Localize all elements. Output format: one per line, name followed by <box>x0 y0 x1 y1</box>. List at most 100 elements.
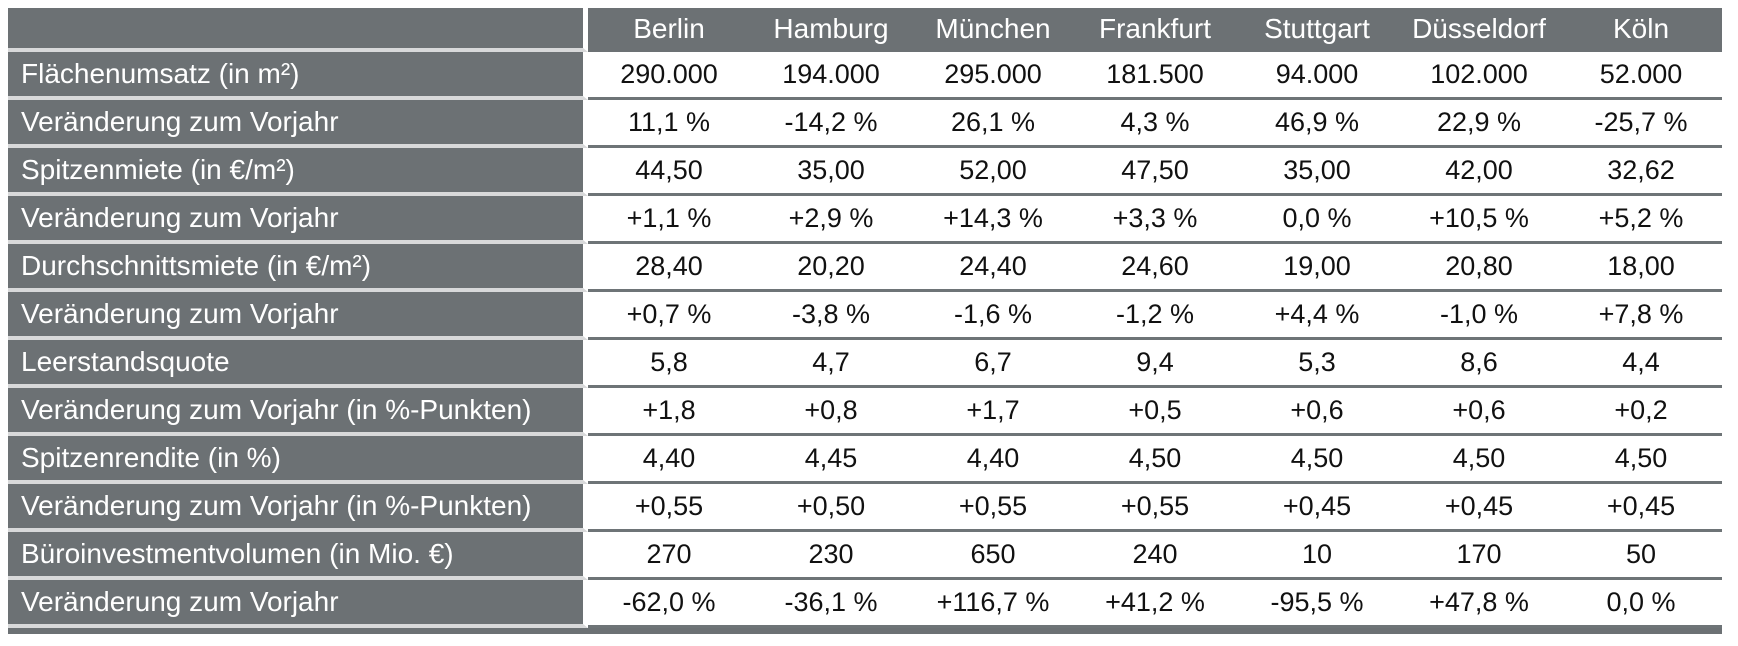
table-cell: 10 <box>1236 532 1398 580</box>
table-cell: +2,9 % <box>750 196 912 244</box>
table-cell: 42,00 <box>1398 148 1560 196</box>
row-label: Spitzenmiete (in €/m²) <box>8 148 588 196</box>
table-row: Veränderung zum Vorjahr -62,0 % -36,1 % +11… <box>8 580 1722 628</box>
table-cell: +10,5 % <box>1398 196 1560 244</box>
table-cell: 24,40 <box>912 244 1074 292</box>
table-cell: +0,7 % <box>588 292 750 340</box>
table-cell: -36,1 % <box>750 580 912 628</box>
table-cell: +0,55 <box>1074 484 1236 532</box>
table-cell: 4,50 <box>1074 436 1236 484</box>
column-header-k-ln: Köln <box>1560 8 1722 52</box>
table-cell: +5,2 % <box>1560 196 1722 244</box>
table-cell: 4,40 <box>588 436 750 484</box>
row-label: Veränderung zum Vorjahr <box>8 100 588 148</box>
table-cell: 181.500 <box>1074 52 1236 100</box>
table-cell: +0,8 <box>750 388 912 436</box>
table-header-row: Berlin Hamburg München Frankfurt Stuttgart Dü… <box>8 8 1722 52</box>
row-label: Durchschnittsmiete (in €/m²) <box>8 244 588 292</box>
table-bottom-border <box>8 628 1722 634</box>
column-header-hamburg: Hamburg <box>750 8 912 52</box>
table-cell: +0,55 <box>588 484 750 532</box>
table-cell: 4,50 <box>1560 436 1722 484</box>
row-label: Büroinvestmentvolumen (in Mio. €) <box>8 532 588 580</box>
table-row: Flächenumsatz (in m²) 290.000 194.000 295.0… <box>8 52 1722 100</box>
table-cell: -1,0 % <box>1398 292 1560 340</box>
column-header-m-nchen: München <box>912 8 1074 52</box>
table-cell: 8,6 <box>1398 340 1560 388</box>
table-row: Veränderung zum Vorjahr 11,1 % -14,2 % 26,1… <box>8 100 1722 148</box>
row-label: Flächenumsatz (in m²) <box>8 52 588 100</box>
table-cell: 4,3 % <box>1074 100 1236 148</box>
table-cell: -25,7 % <box>1560 100 1722 148</box>
table-cell: 4,50 <box>1398 436 1560 484</box>
table-cell: -1,2 % <box>1074 292 1236 340</box>
corner-cell <box>8 8 588 52</box>
table-cell: 46,9 % <box>1236 100 1398 148</box>
table-cell: +0,6 <box>1236 388 1398 436</box>
table-cell: +0,6 <box>1398 388 1560 436</box>
row-label: Veränderung zum Vorjahr <box>8 580 588 628</box>
table-cell: 4,7 <box>750 340 912 388</box>
table-cell: +0,2 <box>1560 388 1722 436</box>
table-cell: +7,8 % <box>1560 292 1722 340</box>
table-cell: 94.000 <box>1236 52 1398 100</box>
table-row: Veränderung zum Vorjahr (in %-Punkten) +1… <box>8 388 1722 436</box>
table-cell: +14,3 % <box>912 196 1074 244</box>
table-cell: 32,62 <box>1560 148 1722 196</box>
table-cell: 295.000 <box>912 52 1074 100</box>
table-cell: +4,4 % <box>1236 292 1398 340</box>
table-cell: 4,50 <box>1236 436 1398 484</box>
table-cell: +0,50 <box>750 484 912 532</box>
table-cell: 170 <box>1398 532 1560 580</box>
table-cell: 0,0 % <box>1236 196 1398 244</box>
table-cell: 230 <box>750 532 912 580</box>
table-cell: -14,2 % <box>750 100 912 148</box>
table-cell: 47,50 <box>1074 148 1236 196</box>
table-cell: 52.000 <box>1560 52 1722 100</box>
table-cell: 35,00 <box>1236 148 1398 196</box>
table-row: Spitzenrendite (in %) 4,40 4,45 4,40 4,50 4,5… <box>8 436 1722 484</box>
table-cell: +47,8 % <box>1398 580 1560 628</box>
row-label: Veränderung zum Vorjahr (in %-Punkten) <box>8 484 588 532</box>
table-cell: -3,8 % <box>750 292 912 340</box>
table-cell: +0,45 <box>1236 484 1398 532</box>
table-cell: 19,00 <box>1236 244 1398 292</box>
table-cell: 26,1 % <box>912 100 1074 148</box>
table-cell: 22,9 % <box>1398 100 1560 148</box>
row-label: Leerstandsquote <box>8 340 588 388</box>
table-cell: 52,00 <box>912 148 1074 196</box>
office-market-data-table: Berlin Hamburg München Frankfurt Stuttgart Dü… <box>8 8 1722 634</box>
column-header-stuttgart: Stuttgart <box>1236 8 1398 52</box>
table-cell: 9,4 <box>1074 340 1236 388</box>
table-row: Veränderung zum Vorjahr +1,1 % +2,9 % +14,3… <box>8 196 1722 244</box>
table-cell: -95,5 % <box>1236 580 1398 628</box>
table-body: Flächenumsatz (in m²) 290.000 194.000 295.0… <box>8 52 1722 628</box>
row-label: Spitzenrendite (in %) <box>8 436 588 484</box>
table-cell: 44,50 <box>588 148 750 196</box>
table-cell: +0,55 <box>912 484 1074 532</box>
table-cell: 6,7 <box>912 340 1074 388</box>
table-cell: 4,45 <box>750 436 912 484</box>
table-row: Veränderung zum Vorjahr +0,7 % -3,8 % -1,6 … <box>8 292 1722 340</box>
table-cell: -1,6 % <box>912 292 1074 340</box>
table-cell: 5,8 <box>588 340 750 388</box>
table-cell: 50 <box>1560 532 1722 580</box>
table-row: Leerstandsquote 5,8 4,7 6,7 9,4 5,3 8,6 4,4 <box>8 340 1722 388</box>
table-row: Veränderung zum Vorjahr (in %-Punkten) +0… <box>8 484 1722 532</box>
table-cell: 4,4 <box>1560 340 1722 388</box>
column-header-d-sseldorf: Düsseldorf <box>1398 8 1560 52</box>
row-label: Veränderung zum Vorjahr <box>8 292 588 340</box>
table-cell: 20,20 <box>750 244 912 292</box>
table-cell: +0,45 <box>1560 484 1722 532</box>
row-label: Veränderung zum Vorjahr <box>8 196 588 244</box>
table-row: Spitzenmiete (in €/m²) 44,50 35,00 52,00 47,… <box>8 148 1722 196</box>
column-header-berlin: Berlin <box>588 8 750 52</box>
table-cell: +0,45 <box>1398 484 1560 532</box>
table-cell: +1,8 <box>588 388 750 436</box>
table-cell: 240 <box>1074 532 1236 580</box>
table-cell: +3,3 % <box>1074 196 1236 244</box>
table-cell: +116,7 % <box>912 580 1074 628</box>
table-cell: 24,60 <box>1074 244 1236 292</box>
table-cell: +41,2 % <box>1074 580 1236 628</box>
table-cell: 270 <box>588 532 750 580</box>
